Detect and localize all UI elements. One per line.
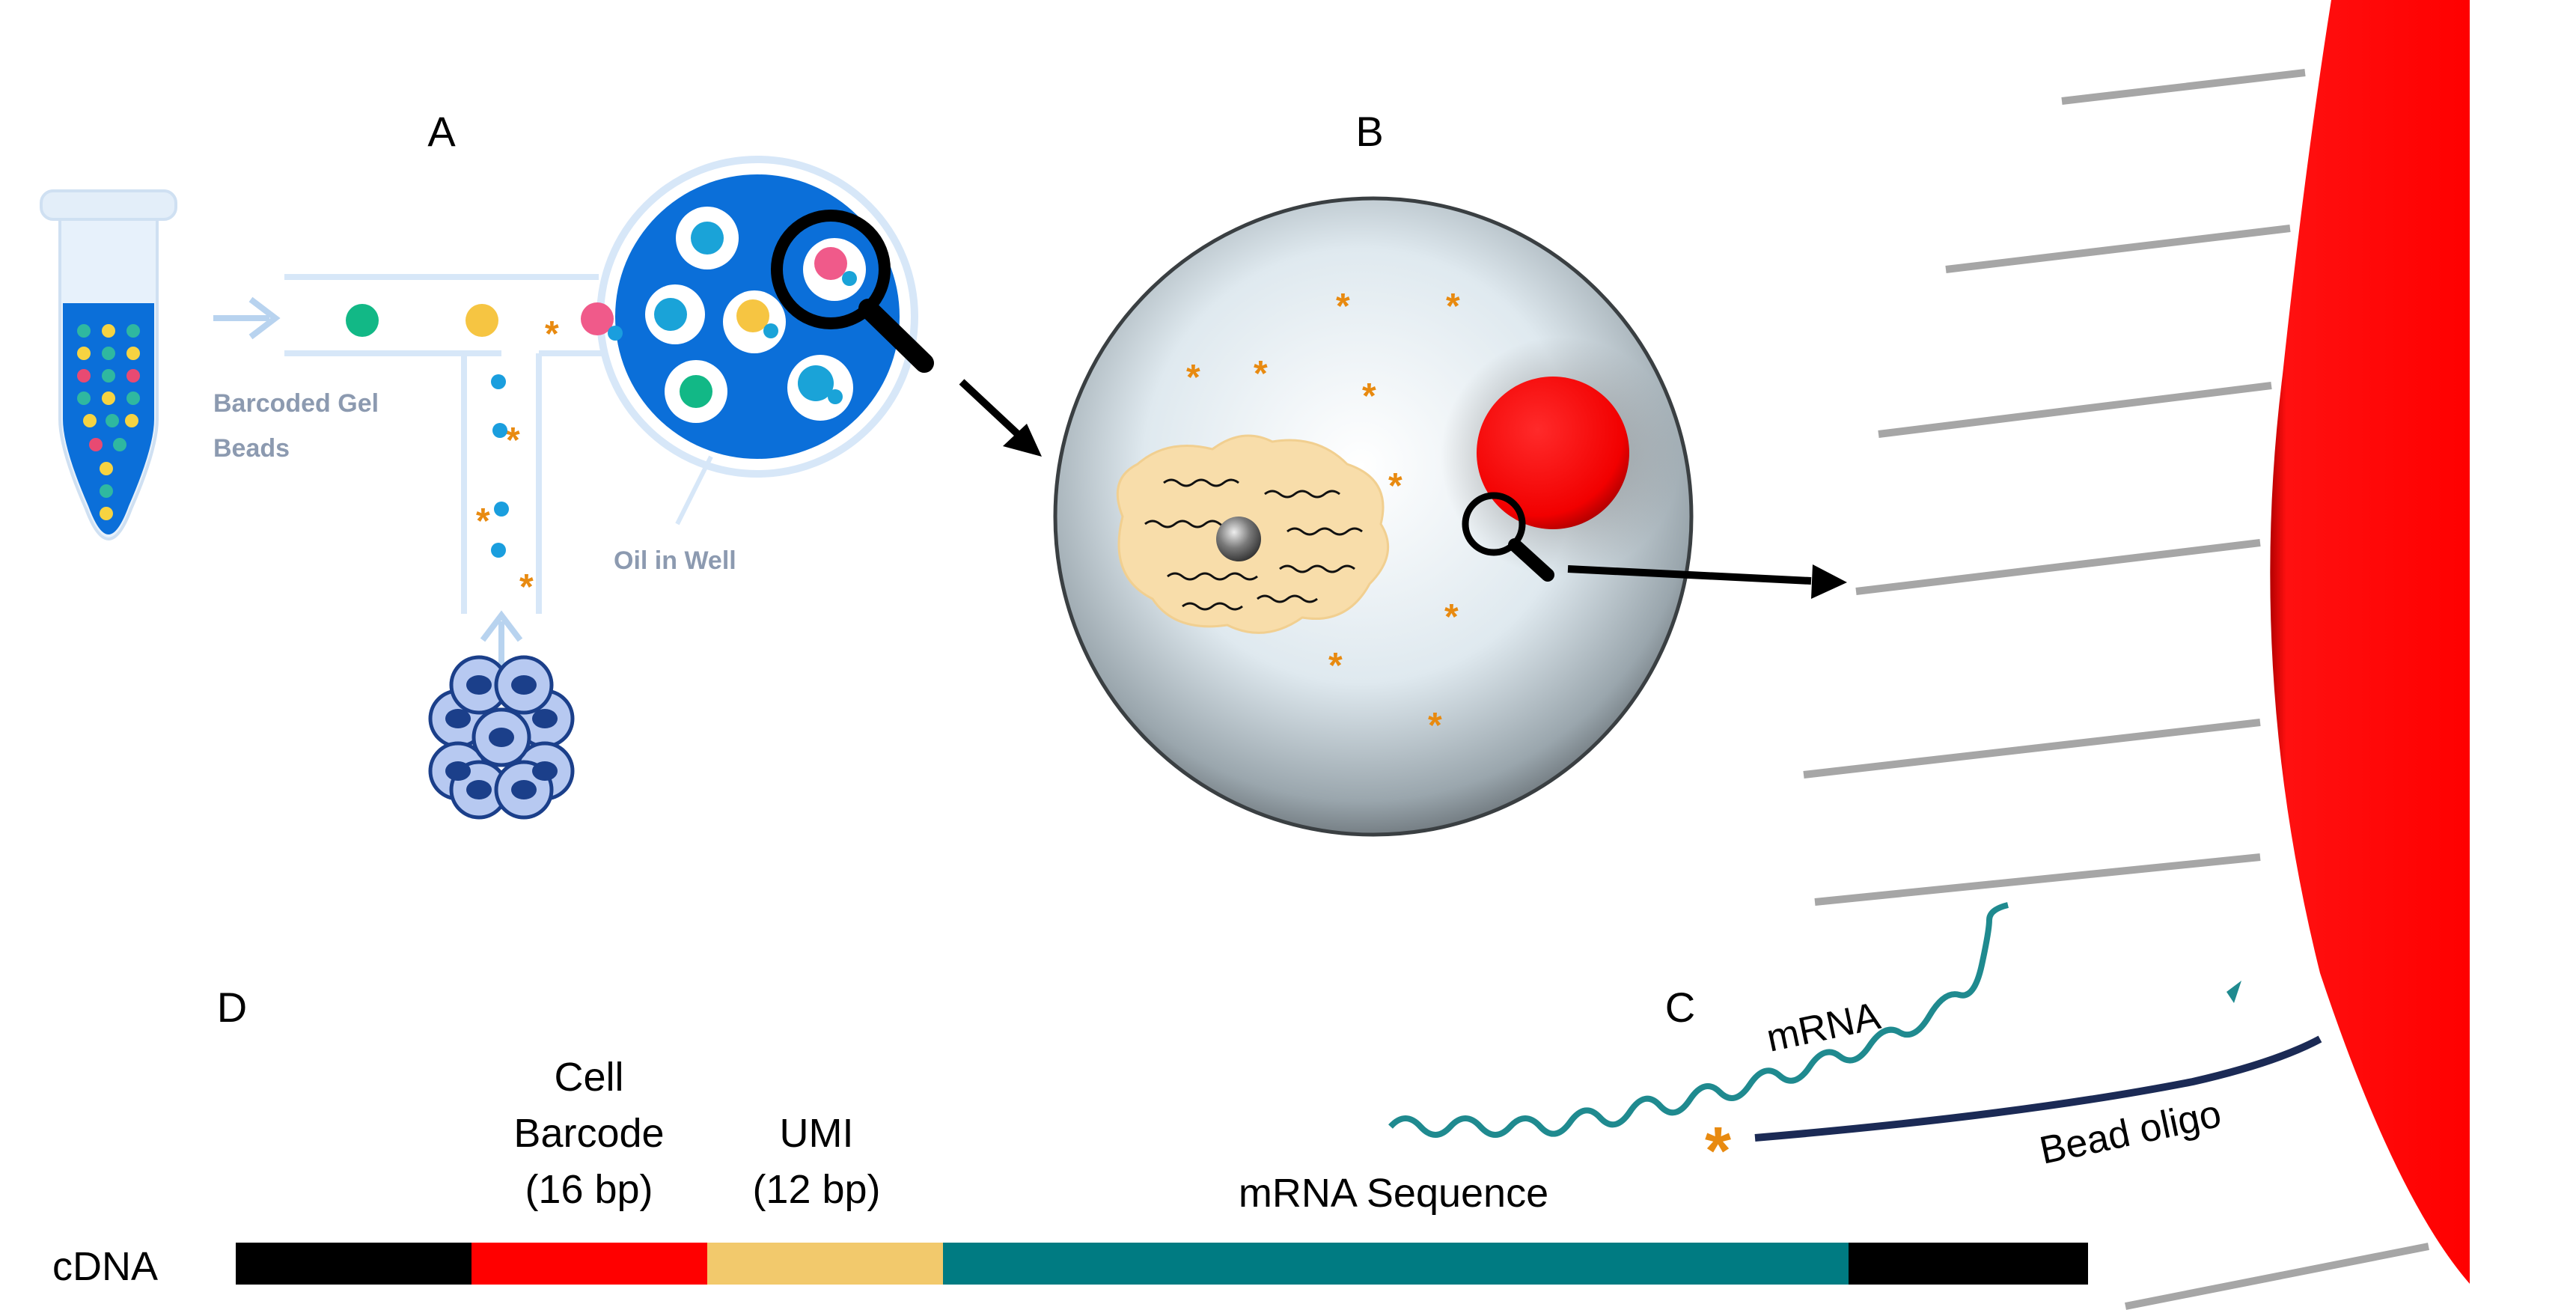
big-gel-bead bbox=[2270, 0, 2470, 1284]
mrna-arrowhead bbox=[2226, 981, 2241, 1003]
arrow-b-to-c bbox=[1567, 564, 1847, 599]
cdna-segment-mrna bbox=[943, 1243, 1849, 1285]
tube-cap bbox=[40, 189, 177, 221]
tube-beads bbox=[77, 324, 140, 520]
channel-cells bbox=[491, 374, 509, 558]
cdna-segment-flank-right bbox=[1849, 1243, 2088, 1285]
svg-text:UMI: UMI bbox=[780, 1111, 854, 1156]
channel-bead-pink bbox=[581, 302, 614, 335]
panel-b: B * * * * * * * * * bbox=[1053, 108, 1847, 837]
panel-a-label: A bbox=[427, 108, 456, 155]
arrow-a-to-b bbox=[959, 379, 1042, 457]
svg-text:*: * bbox=[1444, 597, 1459, 637]
channel-bead-yellow bbox=[466, 304, 498, 337]
flow-arrow-beads bbox=[213, 296, 281, 340]
beads-label-line1: Barcoded Gel bbox=[213, 389, 379, 418]
svg-text:(12 bp): (12 bp) bbox=[752, 1167, 880, 1212]
well-callout-line bbox=[675, 455, 713, 525]
panel-d-label: D bbox=[217, 984, 247, 1031]
cdna-segment-cell-barcode bbox=[471, 1243, 707, 1285]
cell-cluster bbox=[428, 655, 575, 820]
oligo-asterisk: * bbox=[1705, 1114, 1731, 1189]
svg-text:*: * bbox=[1362, 377, 1376, 416]
svg-text:*: * bbox=[1388, 466, 1403, 506]
magnifier-icon bbox=[1462, 492, 1554, 582]
svg-text:*: * bbox=[545, 314, 559, 354]
svg-text:(16 bp): (16 bp) bbox=[525, 1167, 653, 1212]
gel-bead bbox=[1477, 377, 1629, 529]
svg-text:*: * bbox=[1446, 287, 1460, 326]
well-droplets bbox=[645, 207, 866, 423]
svg-text:Barcode: Barcode bbox=[513, 1111, 664, 1156]
cdna-label: cDNA bbox=[52, 1244, 158, 1289]
test-tube bbox=[40, 189, 177, 541]
panel-c-label: C bbox=[1665, 984, 1695, 1031]
bead-oligo-strand bbox=[1754, 1035, 2322, 1142]
cdna-segment-umi bbox=[707, 1243, 943, 1285]
svg-text:*: * bbox=[506, 421, 520, 460]
umi-label: UMI (12 bp) bbox=[752, 1111, 880, 1212]
svg-text:*: * bbox=[1186, 358, 1200, 397]
channel-bead-green bbox=[346, 304, 379, 337]
nucleus bbox=[1216, 517, 1261, 561]
cdna-segment-flank-left bbox=[236, 1243, 471, 1285]
channel-asterisks: * * * * bbox=[476, 314, 559, 607]
cell-barcode-label: Cell Barcode (16 bp) bbox=[513, 1055, 664, 1212]
svg-text:Cell: Cell bbox=[554, 1055, 623, 1100]
bead-oligos bbox=[1803, 69, 2429, 1310]
svg-text:*: * bbox=[1428, 706, 1442, 746]
svg-text:*: * bbox=[519, 567, 534, 607]
svg-text:*: * bbox=[476, 502, 490, 541]
magnifier-icon bbox=[771, 210, 934, 373]
cell-mrna-squiggles bbox=[1144, 478, 1363, 611]
mrna-strand bbox=[1388, 902, 2009, 1138]
oil-label: Oil in Well bbox=[614, 546, 736, 575]
panel-a: A bbox=[40, 108, 1042, 820]
panel-b-label: B bbox=[1355, 108, 1383, 155]
vertical-channel bbox=[461, 353, 542, 614]
svg-text:*: * bbox=[1328, 646, 1343, 686]
panel-d: D cDNA Cell Barcode (16 bp) UMI (12 bp) … bbox=[52, 984, 2088, 1289]
beads-label-line2: Beads bbox=[213, 434, 290, 463]
mrna-sequence-label: mRNA Sequence bbox=[1239, 1171, 1548, 1216]
svg-text:*: * bbox=[1254, 354, 1268, 394]
svg-text:*: * bbox=[1336, 287, 1350, 326]
droplet-asterisks: * * * * * * * * * bbox=[1186, 287, 1460, 746]
channel-cell-small bbox=[608, 326, 623, 341]
cdna-bar bbox=[236, 1243, 2088, 1285]
